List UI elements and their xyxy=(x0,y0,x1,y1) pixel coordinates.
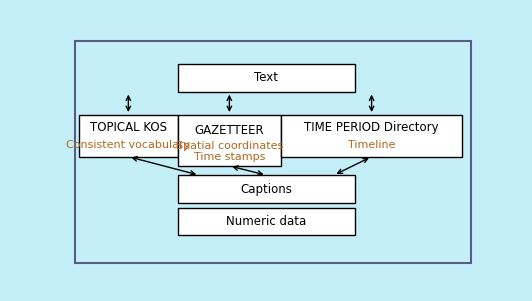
Text: Timeline: Timeline xyxy=(348,140,395,150)
Bar xyxy=(178,175,355,203)
Text: Consistent vocabulary: Consistent vocabulary xyxy=(66,140,190,150)
Bar xyxy=(178,64,355,92)
Text: GAZETTEER: GAZETTEER xyxy=(195,124,264,137)
Bar xyxy=(178,208,355,235)
Bar xyxy=(79,115,178,157)
Text: Captions: Captions xyxy=(240,183,293,196)
Text: Numeric data: Numeric data xyxy=(226,215,306,228)
Text: Spatial coordinates
Time stamps: Spatial coordinates Time stamps xyxy=(176,141,283,163)
Text: TOPICAL KOS: TOPICAL KOS xyxy=(90,121,167,134)
Text: Text: Text xyxy=(254,71,278,84)
Bar xyxy=(281,115,462,157)
Bar xyxy=(178,115,281,166)
Text: TIME PERIOD Directory: TIME PERIOD Directory xyxy=(304,121,439,134)
